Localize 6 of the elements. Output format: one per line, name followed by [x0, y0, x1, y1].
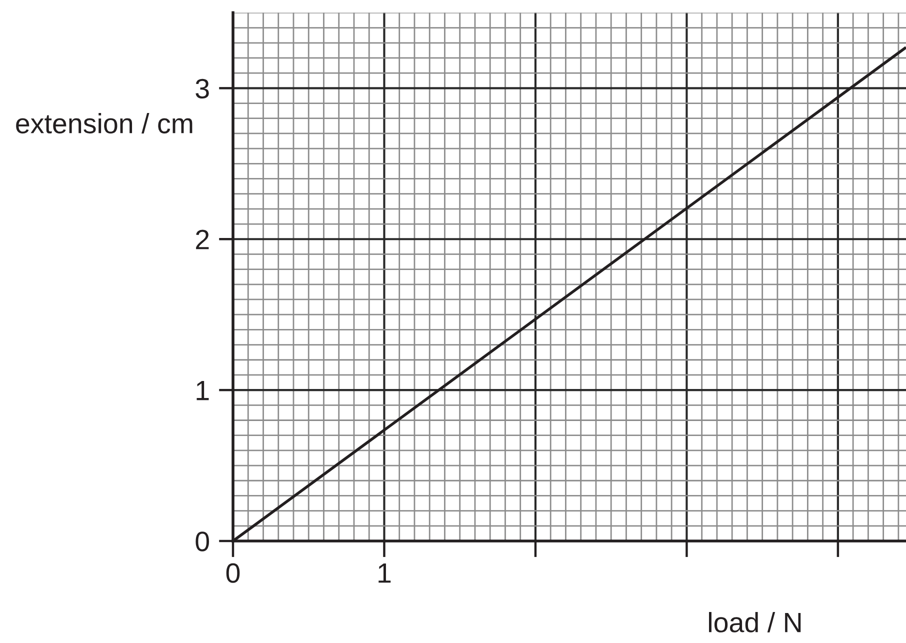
y-tick-label: 0 [196, 532, 209, 552]
x-axis-title: load / N [709, 612, 801, 632]
y-tick-label: 3 [196, 78, 209, 99]
y-axis-title: extension / cm [16, 113, 192, 134]
y-tick-label: 1 [196, 381, 209, 400]
y-tick-label: 2 [196, 230, 209, 250]
